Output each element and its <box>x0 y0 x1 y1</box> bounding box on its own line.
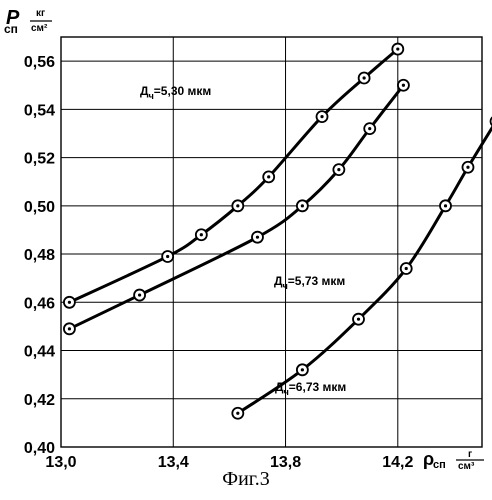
data-point-center <box>301 368 304 371</box>
data-point-center <box>166 255 169 258</box>
series-group: Дч=5,30 мкм Дч=5,73 мкмДч=6,73 мкм <box>64 44 492 419</box>
series-1: Дч=5,30 мкм <box>64 44 403 308</box>
y-tick-label: 0,44 <box>24 344 55 361</box>
data-point-center <box>405 267 408 270</box>
data-point-center <box>357 318 360 321</box>
data-point-center <box>337 168 340 171</box>
figure-caption: Фиг.3 <box>0 468 492 491</box>
grid <box>61 37 482 447</box>
data-point-center <box>68 301 71 304</box>
data-point-center <box>320 115 323 118</box>
data-point-center <box>444 204 447 207</box>
plot-frame <box>61 37 482 447</box>
series-line <box>238 121 492 413</box>
x-axis-unit-num: г <box>468 449 472 460</box>
data-point-center <box>363 76 366 79</box>
data-point-center <box>368 127 371 130</box>
data-point-center <box>236 204 239 207</box>
y-tick-label: 0,54 <box>24 102 55 119</box>
axes <box>61 37 482 447</box>
data-point-center <box>301 204 304 207</box>
tick-labels: 0,400,420,440,460,480,500,520,540,5613,0… <box>24 54 414 470</box>
data-point-center <box>402 84 405 87</box>
chart: 0,400,420,440,460,480,500,520,540,5613,0… <box>0 0 492 470</box>
y-tick-label: 0,42 <box>24 392 55 409</box>
series-label: Дч=5,73 мкм <box>274 274 345 291</box>
y-tick-label: 0,56 <box>24 54 55 71</box>
y-tick-label: 0,46 <box>24 295 55 312</box>
y-axis-title: P сп кг см² <box>4 7 52 36</box>
x-axis-title: ρ сп г см³ <box>423 449 484 470</box>
data-point-center <box>267 175 270 178</box>
data-point-center <box>200 233 203 236</box>
data-point-center <box>236 412 239 415</box>
data-point-center <box>466 166 469 169</box>
y-tick-label: 0,48 <box>24 247 55 264</box>
y-axis-unit-num: кг <box>36 8 45 19</box>
series-label: Дч=5,30 мкм <box>140 84 211 101</box>
data-point-center <box>256 236 259 239</box>
data-point-center <box>68 327 71 330</box>
y-tick-label: 0,50 <box>24 199 55 216</box>
y-axis-sub: сп <box>4 22 18 36</box>
data-point-center <box>396 47 399 50</box>
y-tick-label: 0,52 <box>24 151 55 168</box>
series-line <box>69 49 397 302</box>
y-axis-unit-den: см² <box>31 23 48 34</box>
data-point-center <box>138 293 141 296</box>
series-3: Дч=6,73 мкм <box>232 116 492 419</box>
